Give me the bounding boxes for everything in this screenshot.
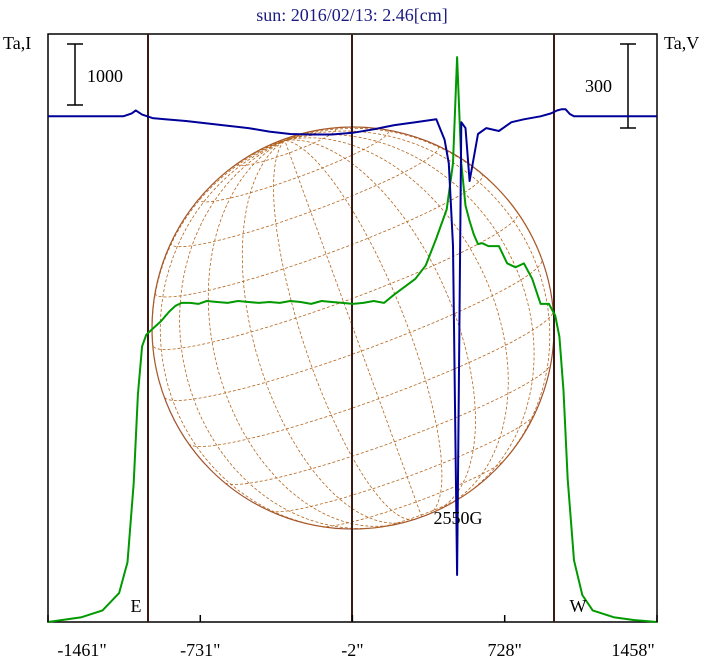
heliographic-grid-line bbox=[321, 459, 505, 528]
heliographic-grid-line bbox=[154, 173, 484, 298]
left-scale-bar bbox=[67, 43, 83, 106]
heliographic-grid-line bbox=[164, 260, 543, 401]
heliographic-grid-line bbox=[284, 132, 306, 141]
chart-title: sun: 2016/02/13: 2.46[cm] bbox=[256, 5, 448, 25]
right-scale-bar-label: 300 bbox=[585, 76, 612, 96]
series-layer bbox=[47, 56, 658, 623]
heliographic-grid-line bbox=[179, 140, 378, 529]
heliographic-grid-line bbox=[284, 130, 551, 468]
x-tick-label: -731" bbox=[180, 640, 220, 660]
x-axis-ticks: -1461" -731" -2" 728" 1458" bbox=[47, 615, 658, 660]
heliographic-grid-line bbox=[225, 364, 551, 485]
heliographic-grid-line bbox=[284, 140, 443, 515]
right-scale-bar bbox=[620, 43, 636, 129]
heliographic-grid-line bbox=[279, 140, 285, 142]
field-strength-annotation: 2550G bbox=[434, 508, 483, 528]
heliographic-grid-line bbox=[237, 127, 337, 167]
heliographic-grid-line bbox=[284, 139, 476, 512]
x-tick-label: -2" bbox=[341, 640, 363, 660]
heliographic-grid-line bbox=[284, 137, 290, 141]
heliographic-grid-line bbox=[153, 213, 519, 350]
east-limb-label: E bbox=[131, 596, 142, 616]
series-line-V bbox=[48, 108, 657, 576]
x-tick-label: 728" bbox=[488, 640, 522, 660]
heliographic-grid-line bbox=[170, 145, 439, 248]
x-tick-label: 1458" bbox=[611, 640, 654, 660]
heliographic-grid-line bbox=[284, 134, 535, 498]
right-axis-label: Ta,V bbox=[664, 33, 699, 53]
heliographic-grid-line bbox=[251, 140, 285, 155]
series-line-I bbox=[47, 56, 658, 623]
heliographic-grid-line bbox=[241, 140, 407, 524]
heliographic-grid-line bbox=[284, 137, 509, 506]
west-limb-label: W bbox=[570, 596, 587, 616]
heliographic-grid-line bbox=[151, 140, 285, 397]
heliographic-grid-line bbox=[284, 135, 295, 141]
heliographic-grid-line bbox=[274, 140, 285, 144]
heliographic-grid-line bbox=[284, 140, 423, 517]
heliographic-grid-line bbox=[284, 127, 543, 260]
heliographic-grid-line bbox=[159, 140, 333, 529]
x-tick-label: -1461" bbox=[57, 640, 106, 660]
left-axis-label: Ta,I bbox=[3, 33, 31, 53]
heliographic-grid-line bbox=[207, 140, 394, 527]
left-scale-bar-label: 1000 bbox=[87, 66, 123, 86]
